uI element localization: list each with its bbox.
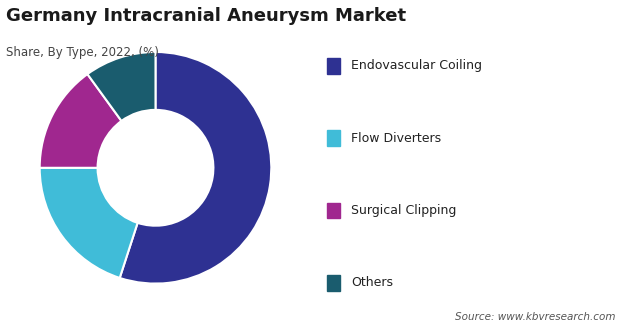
Text: Flow Diverters: Flow Diverters [351,132,442,145]
Text: Source: www.kbvresearch.com: Source: www.kbvresearch.com [455,313,616,322]
Text: Germany Intracranial Aneurysm Market: Germany Intracranial Aneurysm Market [6,7,406,25]
Wedge shape [88,52,156,121]
Text: Surgical Clipping: Surgical Clipping [351,204,457,217]
Text: Share, By Type, 2022, (%): Share, By Type, 2022, (%) [6,46,159,59]
Wedge shape [40,74,121,168]
Text: Others: Others [351,276,394,290]
Wedge shape [40,168,137,278]
Wedge shape [119,52,271,284]
Text: Endovascular Coiling: Endovascular Coiling [351,59,483,72]
